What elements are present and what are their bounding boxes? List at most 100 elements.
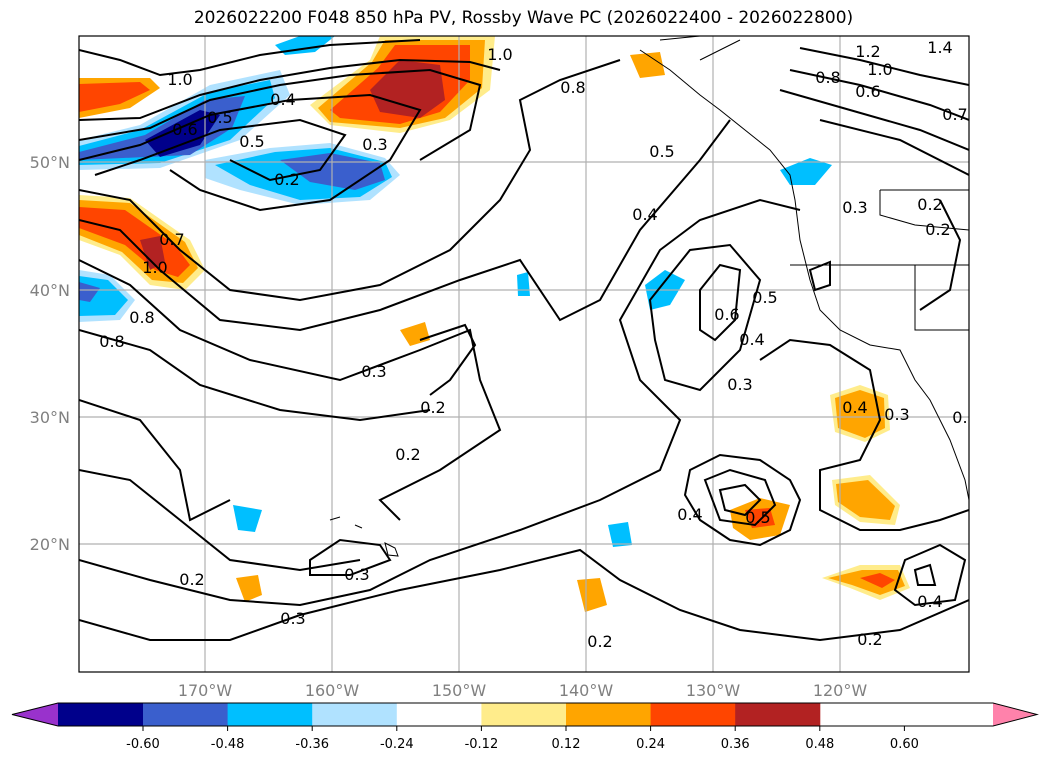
- pv-contours: [79, 39, 969, 642]
- shade-positive: [140, 236, 165, 270]
- colorbar-segment: [58, 703, 144, 726]
- contour-label: 0.5: [745, 508, 770, 527]
- colorbar-tick-label: 0.48: [805, 737, 834, 752]
- contour-label: 0.2: [179, 570, 204, 589]
- colorbar-segment: [481, 703, 567, 726]
- lat-axis: 50°N 40°N 30°N 20°N: [30, 153, 70, 554]
- colorbar-tick-label: 0.12: [552, 737, 581, 752]
- contour-label: 0.3: [884, 405, 909, 424]
- contour-label: 0.8: [560, 78, 585, 97]
- shade-negative: [517, 272, 530, 296]
- contour-label: 0.3: [280, 609, 305, 628]
- colorbar-segment: [566, 703, 652, 726]
- colorbar-outline: [11, 702, 1039, 727]
- contour-label: 0.3: [727, 375, 752, 394]
- contour-label: 0.4: [842, 398, 867, 417]
- colorbar: [11, 702, 1039, 731]
- shade-positive: [835, 390, 885, 438]
- colorbar-tick-label: 0.36: [721, 737, 750, 752]
- contour-label: 1.0: [487, 45, 512, 64]
- contour-label: 0.2: [395, 445, 420, 464]
- lon-label: 170°W: [178, 681, 233, 700]
- colorbar-segment: [312, 703, 398, 726]
- lon-axis: 170°W 160°W 150°W 140°W 130°W 120°W: [178, 681, 868, 700]
- colorbar-tick-label: 0.24: [636, 737, 665, 752]
- shade-negative: [608, 522, 632, 547]
- contour-label: 0.3: [344, 565, 369, 584]
- shade-positive: [236, 575, 262, 602]
- contour-label: 0.6: [714, 305, 739, 324]
- colorbar-segment: [396, 703, 482, 726]
- shade-positive: [630, 52, 665, 78]
- contour-label: 0.3: [362, 135, 387, 154]
- colorbar-tick-label: -0.12: [465, 737, 499, 752]
- contour-label: 0.2: [420, 398, 445, 417]
- lon-label: 160°W: [305, 681, 360, 700]
- shade-negative: [780, 158, 832, 185]
- contour-label: 0.8: [129, 308, 154, 327]
- colorbar-tick-label: -0.24: [380, 737, 414, 752]
- contour-label: 1.0: [867, 60, 892, 79]
- contour-label: 0.4: [270, 90, 295, 109]
- plot-title: 2026022200 F048 850 hPa PV, Rossby Wave …: [193, 8, 854, 28]
- shade-positive: [577, 578, 607, 612]
- graticule: [79, 36, 969, 672]
- contour-label: 0.4: [677, 505, 702, 524]
- shade-positive: [836, 480, 895, 520]
- contour-label: 0.2: [274, 170, 299, 189]
- shade-negative: [233, 505, 262, 532]
- contour-label: 0.2: [857, 630, 882, 649]
- contour-label: 0.4: [917, 592, 942, 611]
- contour-label: 0.8: [815, 68, 840, 87]
- contour-label: 0.2: [917, 195, 942, 214]
- colorbar-extend-min: [12, 703, 58, 726]
- lat-label: 30°N: [30, 408, 70, 427]
- colorbar-tick-label: 0.60: [890, 737, 919, 752]
- contour-label: 0.6: [855, 82, 880, 101]
- coastlines: [329, 36, 969, 557]
- lon-label: 130°W: [686, 681, 741, 700]
- shade-positive: [860, 573, 895, 588]
- colorbar-tick-label: -0.60: [126, 737, 160, 752]
- shade-negative: [79, 282, 100, 302]
- lat-label: 20°N: [30, 535, 70, 554]
- contour-label: 0.3: [842, 198, 867, 217]
- shade-negative: [145, 110, 220, 157]
- map-frame: [78, 35, 970, 673]
- contour-label: 0.8: [99, 332, 124, 351]
- lon-label: 120°W: [813, 681, 868, 700]
- lat-label: 40°N: [30, 281, 70, 300]
- lon-label: 140°W: [559, 681, 614, 700]
- contour-label: 0.7: [159, 230, 184, 249]
- contour-label: 0.2: [952, 408, 977, 427]
- contour-labels: 1.01.00.40.50.60.20.30.71.00.80.80.50.40…: [99, 38, 977, 651]
- contour-label: 0.6: [172, 120, 197, 139]
- contour-label: 0.7: [942, 105, 967, 124]
- colorbar-tick-label: -0.36: [295, 737, 329, 752]
- colorbar-segment: [735, 703, 821, 726]
- contour-label: 1.0: [142, 258, 167, 277]
- contour-label: 0.4: [739, 330, 764, 349]
- shade-positive: [79, 82, 150, 112]
- colorbar-tick-label: -0.48: [211, 737, 245, 752]
- contour-label: 0.5: [649, 142, 674, 161]
- contour-label: 1.0: [167, 70, 192, 89]
- colorbar-segment: [227, 703, 313, 726]
- contour-label: 0.2: [587, 632, 612, 651]
- contour-label: 1.4: [927, 38, 952, 57]
- lon-label: 150°W: [432, 681, 487, 700]
- colorbar-extend-max: [993, 703, 1037, 726]
- contour-label: 0.4: [632, 205, 657, 224]
- contour-label: 0.3: [361, 362, 386, 381]
- contour-label: 0.2: [925, 220, 950, 239]
- contour-label: 0.5: [752, 288, 777, 307]
- colorbar-tick-labels: -0.60 -0.48 -0.36 -0.24 -0.12 0.12 0.24 …: [126, 737, 919, 752]
- contour-label: 0.5: [239, 132, 264, 151]
- contour-label: 1.2: [855, 42, 880, 61]
- lat-label: 50°N: [30, 153, 70, 172]
- colorbar-segment: [650, 703, 736, 726]
- shade-positive: [370, 60, 445, 118]
- colorbar-segment: [143, 703, 229, 726]
- contour-label: 0.5: [207, 108, 232, 127]
